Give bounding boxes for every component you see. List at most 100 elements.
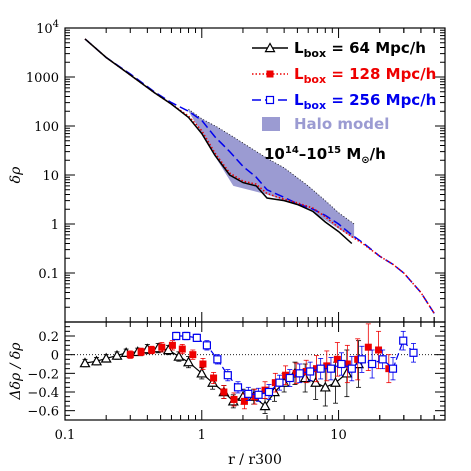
legend-label-2: Lbox = 256 Mpc/h [294,91,436,112]
data-point [192,333,201,342]
data-point [329,376,342,387]
y-tick-label: 100 [34,120,59,135]
mass-exp2: 15 [327,145,341,156]
legend-marker-1 [266,70,274,78]
y-tick-label: 104 [36,19,59,37]
legend-label-sub: box [304,47,327,60]
data-point [399,336,408,345]
data-point [220,388,228,396]
series-line-1 [84,38,435,314]
data-point [173,350,185,361]
y-tick-label: 1 [51,218,59,233]
y-tick-label: 0.2 [38,330,59,345]
data-point [210,374,218,382]
data-point [316,364,325,373]
mass-unit-sub: ⊙ [361,155,369,166]
data-point [168,341,176,349]
data-point [207,376,219,387]
series-line-0 [84,38,353,245]
data-point [319,381,331,392]
data-point [158,343,166,351]
x-axis-title: r / r300 [228,452,282,468]
data-point [233,383,243,392]
legend-label-main: L [294,91,304,109]
data-point [189,351,197,359]
bottom-series-2 [172,330,418,402]
data-point [100,352,112,363]
y-tick-label: 0 [51,349,59,364]
data-point [223,371,232,380]
data-point [347,364,356,373]
data-point [199,360,207,368]
data-point [353,358,365,369]
legend-label-0: Lbox = 64 Mpc/h [294,39,426,60]
data-point [230,395,238,403]
data-point [368,359,377,369]
data-point [295,369,304,378]
data-point [196,367,208,378]
data-point [178,345,186,353]
y-tick-label: −0.4 [27,386,59,401]
data-point [341,367,353,378]
y-tick-label: 1000 [26,71,59,86]
x-tick-label: 1 [198,428,206,443]
data-point [364,343,372,351]
data-point [275,378,284,387]
legend-label-rest: = 256 Mpc/h [326,91,436,109]
legend-label-sub: box [304,73,327,86]
top-plot-area [84,38,435,314]
legend-marker-2 [265,95,275,105]
legend-band-label: Halo model [294,115,389,133]
data-point [240,397,248,405]
data-point [182,331,191,341]
data-point [111,349,123,360]
halo-model-band [188,109,355,239]
data-point [310,376,322,387]
legend-band-swatch [262,117,280,131]
data-point [299,372,311,383]
y-tick-label: 0.1 [38,267,59,282]
data-point [137,348,145,356]
data-point [202,341,212,350]
legend-marker-0 [264,42,276,53]
legend-label-main: L [294,39,304,57]
y-tick-label: −0.2 [27,367,59,382]
data-point [378,355,387,364]
mass-mid: –10 [299,145,327,163]
top-panel: 104 1000 100 10 1 0.1 δρ [8,19,446,323]
data-point [337,359,346,369]
data-point [409,348,418,357]
data-point [183,356,195,367]
legend-label-main: L [294,65,304,83]
y-tick-label-base: 10 [36,22,53,37]
legend-label-rest: = 64 Mpc/h [326,39,426,57]
legend-label-rest: = 128 Mpc/h [326,65,436,83]
y-axis-title-bottom: Δδρ / δρ [8,342,24,401]
data-point [148,346,156,354]
y-tick-label: −0.6 [27,405,59,420]
data-point [91,355,103,366]
bottom-plot-frame [64,321,446,421]
data-point [254,390,263,399]
legend-label-1: Lbox = 128 Mpc/h [294,65,436,86]
mass-base: 10 [264,145,285,163]
data-point [285,373,294,383]
mass-rest: /h [370,145,386,163]
data-point [162,344,174,355]
data-point [264,387,274,397]
mass-unit: M [341,145,361,163]
data-point [259,400,271,411]
data-point [126,351,134,359]
data-point [172,331,181,341]
legend-label-sub: box [304,99,327,112]
data-point [306,367,315,376]
x-tick-label: 10 [330,428,347,443]
y-axis-title: δρ [8,166,24,183]
x-tick-label: 0.1 [55,428,76,443]
data-point [79,357,91,368]
y-tick-label: 10 [42,169,59,184]
data-point [326,364,336,373]
